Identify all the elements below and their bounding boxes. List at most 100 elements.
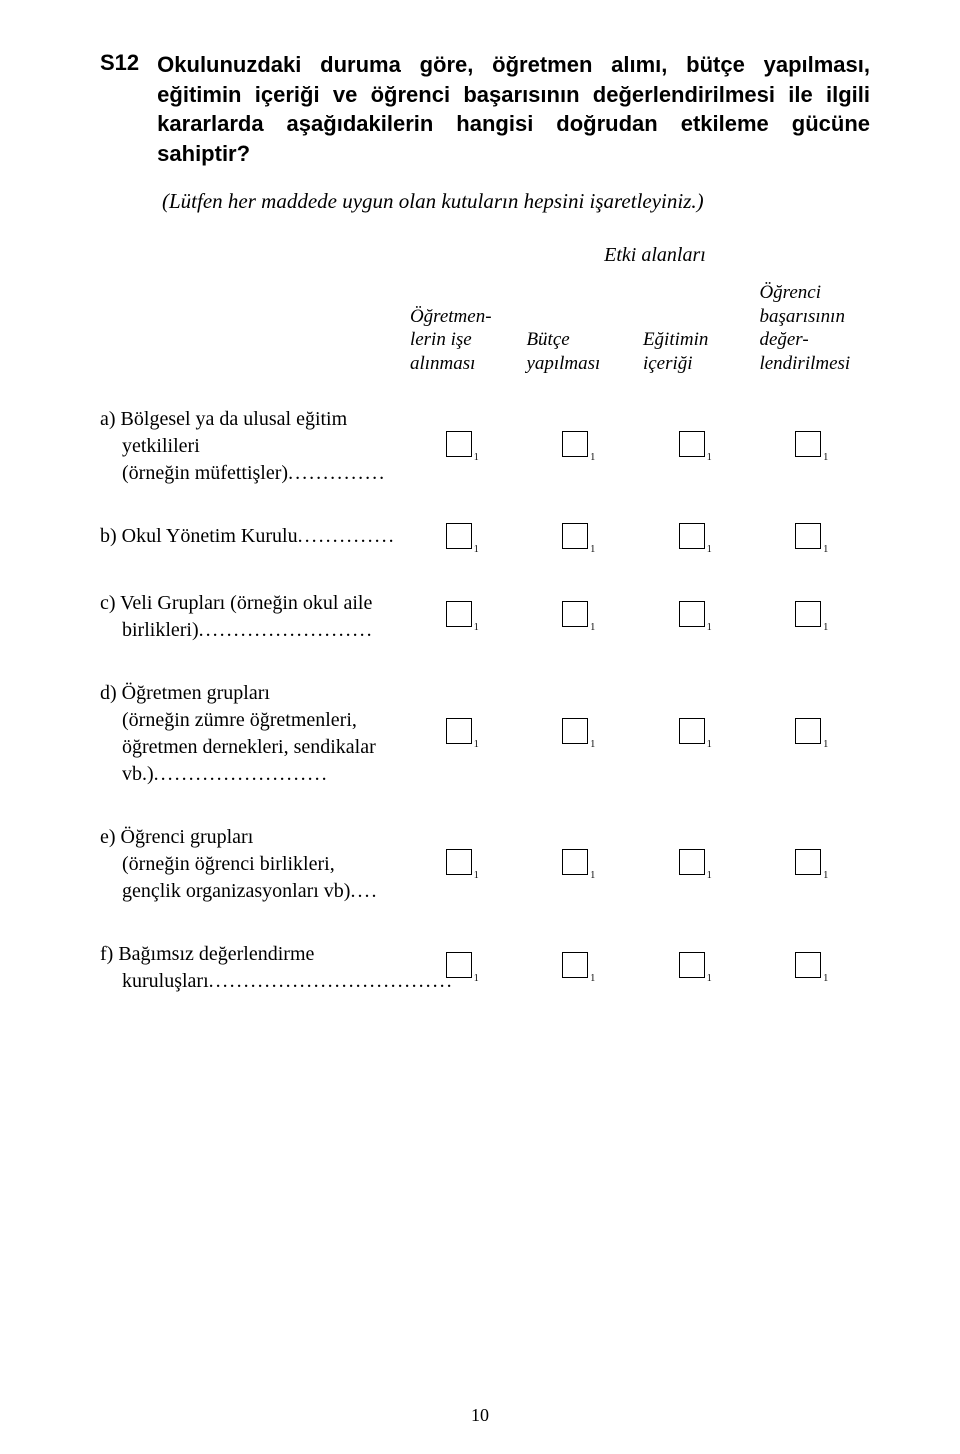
table-row: b) Okul Yönetim Kurulu.............. 1 1 1 1: [100, 505, 870, 572]
checkbox-cell: 1: [404, 806, 521, 923]
checkbox[interactable]: [795, 523, 821, 549]
checkbox-subscript: 1: [823, 973, 828, 984]
row-label: e) Öğrenci grupları(örneğin öğrenci birl…: [100, 806, 404, 923]
checkbox-subscript: 1: [823, 452, 828, 463]
page-number: 10: [0, 1405, 960, 1426]
row-label: f) Bağımsız değerlendirme kuruluşları...…: [100, 923, 404, 1013]
checkbox-subscript: 1: [707, 870, 712, 881]
checkbox[interactable]: [795, 718, 821, 744]
checkbox-cell: 1: [404, 923, 521, 1013]
checkbox-cell: 1: [637, 806, 754, 923]
checkbox[interactable]: [562, 718, 588, 744]
checkbox[interactable]: [679, 718, 705, 744]
checkbox[interactable]: [446, 718, 472, 744]
table-row: f) Bağımsız değerlendirme kuruluşları...…: [100, 923, 870, 1013]
checkbox[interactable]: [562, 849, 588, 875]
row-label: a) Bölgesel ya da ulusal eğitim yetkilil…: [100, 388, 404, 505]
checkbox-subscript: 1: [590, 973, 595, 984]
question-number: S12: [100, 50, 139, 76]
col-header-2-text: Bütçeyapılması: [526, 329, 600, 374]
checkbox[interactable]: [795, 849, 821, 875]
table-row: c) Veli Grupları (örneğin okul aile birl…: [100, 572, 870, 662]
checkbox-subscript: 1: [823, 622, 828, 633]
checkbox-cell: 1: [404, 388, 521, 505]
checkbox[interactable]: [562, 952, 588, 978]
checkbox-cell: 1: [520, 572, 637, 662]
row-label: b) Okul Yönetim Kurulu..............: [100, 505, 404, 572]
checkbox[interactable]: [679, 952, 705, 978]
question-instruction: (Lütfen her maddede uygun olan kutuların…: [162, 189, 870, 214]
checkbox[interactable]: [446, 431, 472, 457]
checkbox-subscript: 1: [823, 739, 828, 750]
checkbox-cell: 1: [404, 505, 521, 572]
checkbox-cell: 1: [637, 505, 754, 572]
checkbox[interactable]: [679, 849, 705, 875]
checkbox[interactable]: [795, 952, 821, 978]
checkbox-subscript: 1: [823, 544, 828, 555]
checkbox[interactable]: [446, 523, 472, 549]
checkbox-cell: 1: [520, 505, 637, 572]
checkbox-cell: 1: [520, 923, 637, 1013]
col-header-1: Öğretmen-lerin işealınması: [404, 281, 521, 388]
row-label: c) Veli Grupları (örneğin okul aile birl…: [100, 572, 404, 662]
checkbox-subscript: 1: [590, 452, 595, 463]
checkbox-cell: 1: [753, 388, 870, 505]
checkbox[interactable]: [446, 952, 472, 978]
checkbox-cell: 1: [753, 505, 870, 572]
checkbox-subscript: 1: [590, 870, 595, 881]
question-row: S12 Okulunuzdaki duruma göre, öğretmen a…: [100, 50, 870, 169]
checkbox[interactable]: [795, 601, 821, 627]
checkbox-cell: 1: [637, 662, 754, 806]
checkbox[interactable]: [446, 601, 472, 627]
checkbox[interactable]: [679, 601, 705, 627]
checkbox-subscript: 1: [823, 870, 828, 881]
page: S12 Okulunuzdaki duruma göre, öğretmen a…: [0, 0, 960, 1454]
checkbox[interactable]: [679, 523, 705, 549]
checkbox-subscript: 1: [474, 544, 479, 555]
col-header-4-text: Öğrencibaşarısınındeğer-lendirilmesi: [759, 282, 850, 374]
table-row: a) Bölgesel ya da ulusal eğitim yetkilil…: [100, 388, 870, 505]
col-header-3-text: Eğitiminiçeriği: [643, 329, 708, 374]
checkbox-cell: 1: [637, 388, 754, 505]
checkbox[interactable]: [562, 431, 588, 457]
area-title: Etki alanları: [440, 244, 870, 267]
checkbox-cell: 1: [520, 662, 637, 806]
checkbox[interactable]: [679, 431, 705, 457]
table-row: d) Öğretmen grupları(örneğin zümre öğret…: [100, 662, 870, 806]
checkbox-cell: 1: [520, 388, 637, 505]
checkbox[interactable]: [795, 431, 821, 457]
checkbox-subscript: 1: [707, 452, 712, 463]
header-row: Öğretmen-lerin işealınması Bütçeyapılmas…: [100, 281, 870, 388]
col-header-2: Bütçeyapılması: [520, 281, 637, 388]
checkbox-cell: 1: [753, 572, 870, 662]
checkbox-subscript: 1: [474, 452, 479, 463]
col-header-1-text: Öğretmen-lerin işealınması: [410, 306, 492, 375]
checkbox[interactable]: [446, 849, 472, 875]
checkbox-subscript: 1: [474, 622, 479, 633]
checkbox-subscript: 1: [474, 739, 479, 750]
col-header-4: Öğrencibaşarısınındeğer-lendirilmesi: [753, 281, 870, 388]
checkbox-subscript: 1: [707, 622, 712, 633]
question-text: Okulunuzdaki duruma göre, öğretmen alımı…: [157, 50, 870, 169]
checkbox-cell: 1: [404, 662, 521, 806]
checkbox-cell: 1: [637, 923, 754, 1013]
checkbox-cell: 1: [520, 806, 637, 923]
influence-table: Öğretmen-lerin işealınması Bütçeyapılmas…: [100, 281, 870, 1013]
checkbox-cell: 1: [753, 923, 870, 1013]
checkbox-cell: 1: [404, 572, 521, 662]
checkbox-cell: 1: [753, 662, 870, 806]
checkbox-subscript: 1: [707, 544, 712, 555]
checkbox-subscript: 1: [590, 622, 595, 633]
checkbox[interactable]: [562, 523, 588, 549]
checkbox-cell: 1: [753, 806, 870, 923]
checkbox-subscript: 1: [474, 870, 479, 881]
checkbox-subscript: 1: [590, 739, 595, 750]
checkbox[interactable]: [562, 601, 588, 627]
checkbox-subscript: 1: [707, 739, 712, 750]
col-header-3: Eğitiminiçeriği: [637, 281, 754, 388]
row-label: d) Öğretmen grupları(örneğin zümre öğret…: [100, 662, 404, 806]
header-empty: [100, 281, 404, 388]
checkbox-subscript: 1: [590, 544, 595, 555]
table-row: e) Öğrenci grupları(örneğin öğrenci birl…: [100, 806, 870, 923]
checkbox-subscript: 1: [474, 973, 479, 984]
